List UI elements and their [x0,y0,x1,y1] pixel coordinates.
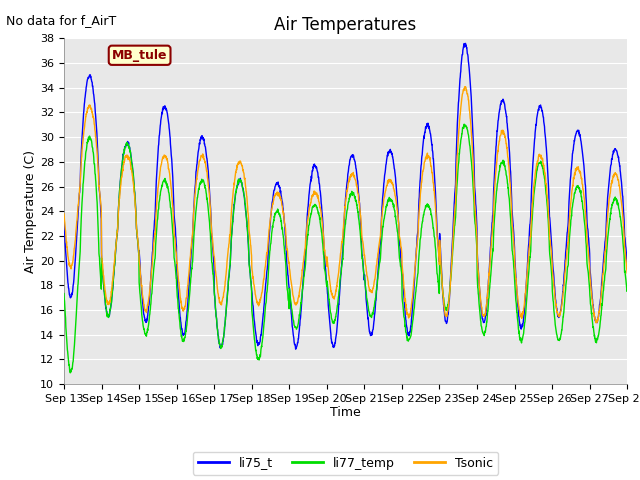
li75_t [510,230,518,236]
li75_t [574,128,582,134]
li77_temp [60,291,68,297]
li77_temp [374,271,382,277]
li77_temp [362,288,370,294]
Tsonic [60,211,68,216]
li75_t [623,262,631,268]
li77_temp [574,183,582,189]
Line: li77_temp: li77_temp [64,124,627,373]
Text: No data for f_AirT: No data for f_AirT [6,14,116,27]
li75_t [461,40,469,46]
li77_temp [460,121,468,127]
Line: Tsonic: Tsonic [64,87,627,323]
li75_t [60,220,68,226]
Tsonic [574,166,582,172]
Text: MB_tule: MB_tule [112,49,168,62]
li75_t [292,346,300,352]
li77_temp [589,327,597,333]
Tsonic [461,84,469,90]
Tsonic [589,307,597,312]
Tsonic [217,300,225,306]
li77_temp [67,370,74,376]
li77_temp [510,264,518,270]
Y-axis label: Air Temperature (C): Air Temperature (C) [24,150,37,273]
li75_t [589,306,597,312]
X-axis label: Time: Time [330,407,361,420]
li75_t [217,343,225,348]
Tsonic [374,250,382,256]
li77_temp [623,288,631,293]
Title: Air Temperatures: Air Temperatures [275,16,417,34]
Tsonic [592,320,600,325]
Tsonic [362,263,370,269]
Tsonic [509,238,517,243]
li75_t [374,264,382,270]
Legend: li75_t, li77_temp, Tsonic: li75_t, li77_temp, Tsonic [193,452,499,475]
Tsonic [623,270,631,276]
li77_temp [218,343,225,349]
li75_t [362,296,370,302]
Line: li75_t: li75_t [64,43,627,349]
